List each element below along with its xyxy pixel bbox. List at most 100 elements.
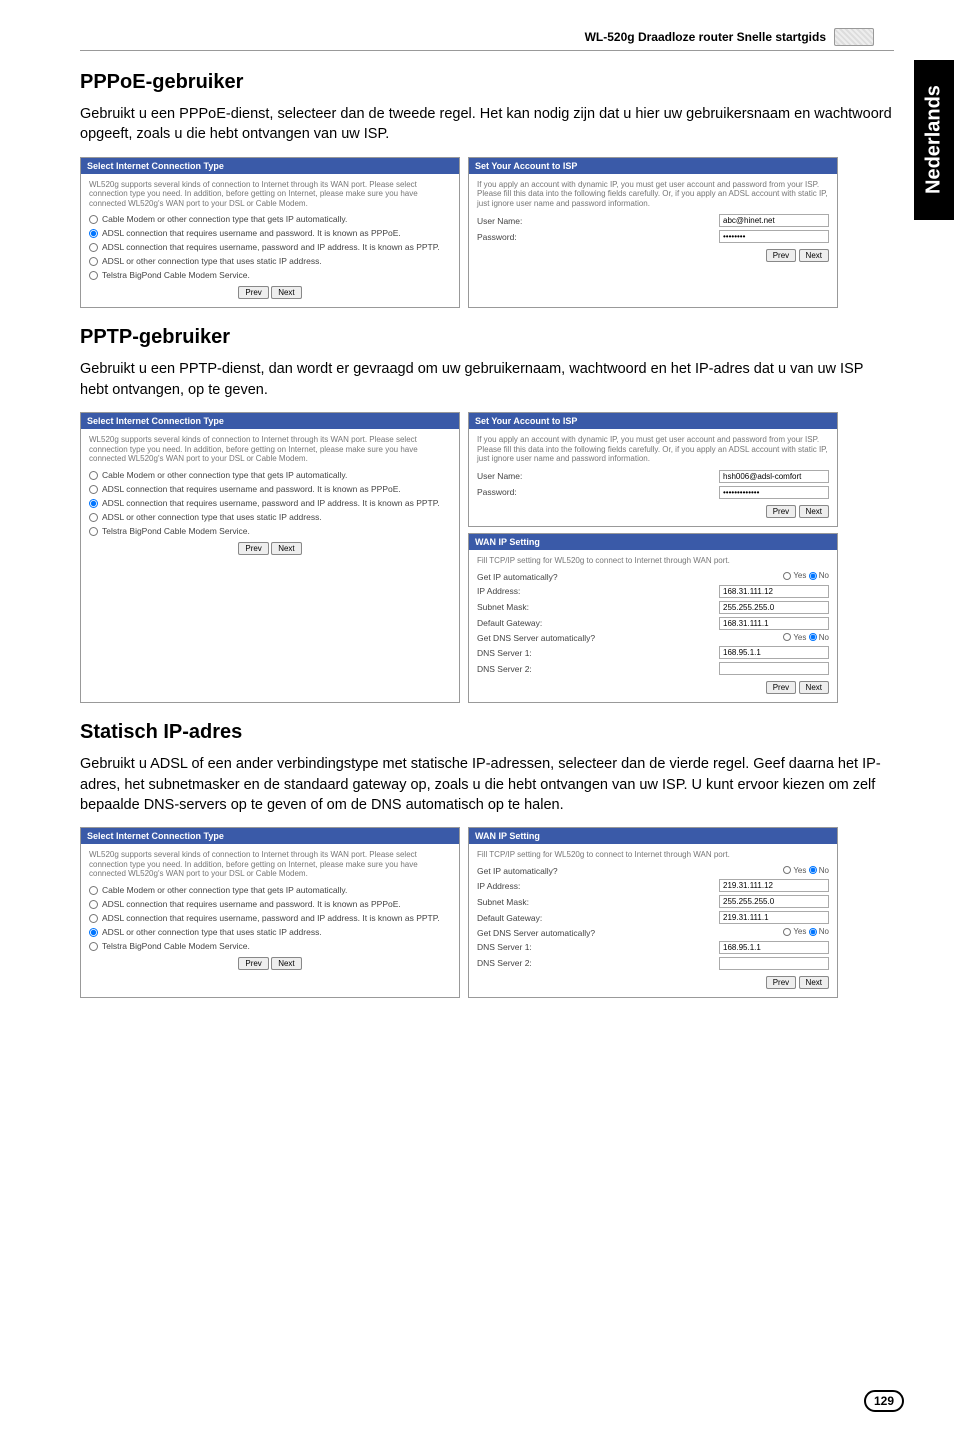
section3-left-panel: Select Internet Connection Type WL520g s… — [80, 827, 460, 998]
yes-radio[interactable]: Yes — [783, 633, 806, 642]
dns2-label: DNS Server 2: — [477, 958, 711, 968]
section1-right-panel: Set Your Account to ISP If you apply an … — [468, 157, 838, 309]
section3-body: Gebruikt u ADSL of een ander verbindings… — [80, 754, 894, 815]
next-button[interactable]: Next — [271, 542, 301, 555]
header-title: WL-520g Draadloze router Snelle startgid… — [585, 30, 826, 44]
radio-input[interactable] — [89, 499, 98, 508]
dnsauto-label: Get DNS Server automatically? — [477, 928, 775, 938]
section3-panels: Select Internet Connection Type WL520g s… — [80, 827, 894, 998]
next-button[interactable]: Next — [799, 681, 829, 694]
next-button[interactable]: Next — [799, 976, 829, 989]
radio-label: Cable Modem or other connection type tha… — [102, 214, 347, 224]
panel-desc: WL520g supports several kinds of connect… — [89, 435, 451, 464]
radio-input[interactable] — [89, 900, 98, 909]
radio-input[interactable] — [89, 485, 98, 494]
prev-button[interactable]: Prev — [766, 681, 796, 694]
connection-type-option[interactable]: ADSL or other connection type that uses … — [89, 256, 451, 266]
radio-input[interactable] — [89, 471, 98, 480]
section3-right-panel: WAN IP Setting Fill TCP/IP setting for W… — [468, 827, 838, 998]
connection-type-option[interactable]: ADSL connection that requires username, … — [89, 498, 451, 508]
yes-radio[interactable]: Yes — [783, 927, 806, 936]
connection-type-option[interactable]: ADSL connection that requires username, … — [89, 913, 451, 923]
mask-input[interactable] — [719, 895, 829, 908]
section1-left-panel: Select Internet Connection Type WL520g s… — [80, 157, 460, 309]
getip-label: Get IP automatically? — [477, 866, 775, 876]
connection-type-option[interactable]: ADSL connection that requires username, … — [89, 242, 451, 252]
radio-input[interactable] — [89, 271, 98, 280]
header-bar: WL-520g Draadloze router Snelle startgid… — [80, 20, 894, 51]
prev-button[interactable]: Prev — [766, 976, 796, 989]
section2-body: Gebruikt u een PPTP-dienst, dan wordt er… — [80, 359, 894, 400]
next-button[interactable]: Next — [799, 249, 829, 262]
page-number: 129 — [864, 1390, 904, 1412]
yes-radio[interactable]: Yes — [783, 571, 806, 580]
panel-desc: If you apply an account with dynamic IP,… — [477, 180, 829, 209]
connection-type-option[interactable]: ADSL connection that requires username a… — [89, 484, 451, 494]
no-radio[interactable]: No — [809, 927, 829, 936]
prev-button[interactable]: Prev — [238, 957, 268, 970]
next-button[interactable]: Next — [271, 286, 301, 299]
panel-title: WAN IP Setting — [469, 534, 837, 550]
panel-desc: Fill TCP/IP setting for WL520g to connec… — [477, 850, 829, 860]
connection-type-option[interactable]: Telstra BigPond Cable Modem Service. — [89, 941, 451, 951]
section1-body: Gebruikt u een PPPoE-dienst, selecteer d… — [80, 104, 894, 145]
connection-type-option[interactable]: Cable Modem or other connection type tha… — [89, 214, 451, 224]
dns1-input[interactable] — [719, 646, 829, 659]
radio-label: Cable Modem or other connection type tha… — [102, 885, 347, 895]
connection-type-option[interactable]: Telstra BigPond Cable Modem Service. — [89, 270, 451, 280]
language-tab: Nederlands — [914, 60, 954, 220]
radio-input[interactable] — [89, 928, 98, 937]
mask-input[interactable] — [719, 601, 829, 614]
prev-button[interactable]: Prev — [766, 249, 796, 262]
connection-type-option[interactable]: ADSL connection that requires username a… — [89, 899, 451, 909]
dns2-input[interactable] — [719, 957, 829, 970]
gw-input[interactable] — [719, 911, 829, 924]
no-radio[interactable]: No — [809, 866, 829, 875]
prev-button[interactable]: Prev — [238, 286, 268, 299]
radio-input[interactable] — [89, 229, 98, 238]
mask-label: Subnet Mask: — [477, 602, 711, 612]
radio-label: ADSL connection that requires username a… — [102, 228, 401, 238]
username-input[interactable] — [719, 214, 829, 227]
prev-button[interactable]: Prev — [238, 542, 268, 555]
dns2-input[interactable] — [719, 662, 829, 675]
connection-type-option[interactable]: Cable Modem or other connection type tha… — [89, 885, 451, 895]
section2-right-top-panel: Set Your Account to ISP If you apply an … — [468, 412, 838, 527]
panel-title: Set Your Account to ISP — [469, 413, 837, 429]
password-input[interactable] — [719, 230, 829, 243]
ip-input[interactable] — [719, 585, 829, 598]
ip-input[interactable] — [719, 879, 829, 892]
connection-type-option[interactable]: Telstra BigPond Cable Modem Service. — [89, 526, 451, 536]
radio-input[interactable] — [89, 886, 98, 895]
password-input[interactable] — [719, 486, 829, 499]
next-button[interactable]: Next — [799, 505, 829, 518]
radio-label: ADSL connection that requires username a… — [102, 899, 401, 909]
yes-radio[interactable]: Yes — [783, 866, 806, 875]
radio-label: ADSL connection that requires username, … — [102, 913, 440, 923]
username-label: User Name: — [477, 471, 711, 481]
section1-heading: PPPoE-gebruiker — [80, 71, 894, 94]
panel-desc: WL520g supports several kinds of connect… — [89, 850, 451, 879]
connection-type-option[interactable]: ADSL or other connection type that uses … — [89, 512, 451, 522]
radio-input[interactable] — [89, 243, 98, 252]
dns1-input[interactable] — [719, 941, 829, 954]
radio-input[interactable] — [89, 942, 98, 951]
password-label: Password: — [477, 487, 711, 497]
connection-type-option[interactable]: ADSL connection that requires username a… — [89, 228, 451, 238]
username-input[interactable] — [719, 470, 829, 483]
radio-input[interactable] — [89, 914, 98, 923]
connection-type-option[interactable]: ADSL or other connection type that uses … — [89, 927, 451, 937]
radio-label: Telstra BigPond Cable Modem Service. — [102, 941, 250, 951]
connection-type-option[interactable]: Cable Modem or other connection type tha… — [89, 470, 451, 480]
next-button[interactable]: Next — [271, 957, 301, 970]
no-radio[interactable]: No — [809, 571, 829, 580]
radio-label: ADSL connection that requires username, … — [102, 498, 440, 508]
radio-input[interactable] — [89, 257, 98, 266]
radio-input[interactable] — [89, 513, 98, 522]
prev-button[interactable]: Prev — [766, 505, 796, 518]
no-radio[interactable]: No — [809, 633, 829, 642]
radio-input[interactable] — [89, 527, 98, 536]
radio-label: ADSL or other connection type that uses … — [102, 256, 322, 266]
gw-input[interactable] — [719, 617, 829, 630]
radio-input[interactable] — [89, 215, 98, 224]
